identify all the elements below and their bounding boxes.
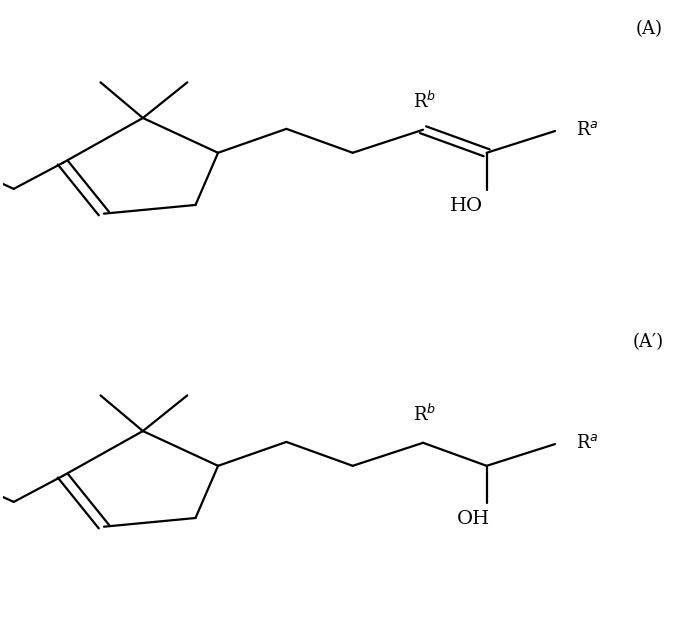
Text: OH: OH: [456, 510, 490, 528]
Text: R$^b$: R$^b$: [413, 403, 436, 424]
Text: R$^b$: R$^b$: [413, 90, 436, 111]
Text: R$^a$: R$^a$: [575, 121, 598, 139]
Text: (A′): (A′): [633, 333, 664, 351]
Text: R$^a$: R$^a$: [575, 434, 598, 452]
Text: (A): (A): [635, 20, 662, 38]
Text: HO: HO: [450, 197, 483, 215]
